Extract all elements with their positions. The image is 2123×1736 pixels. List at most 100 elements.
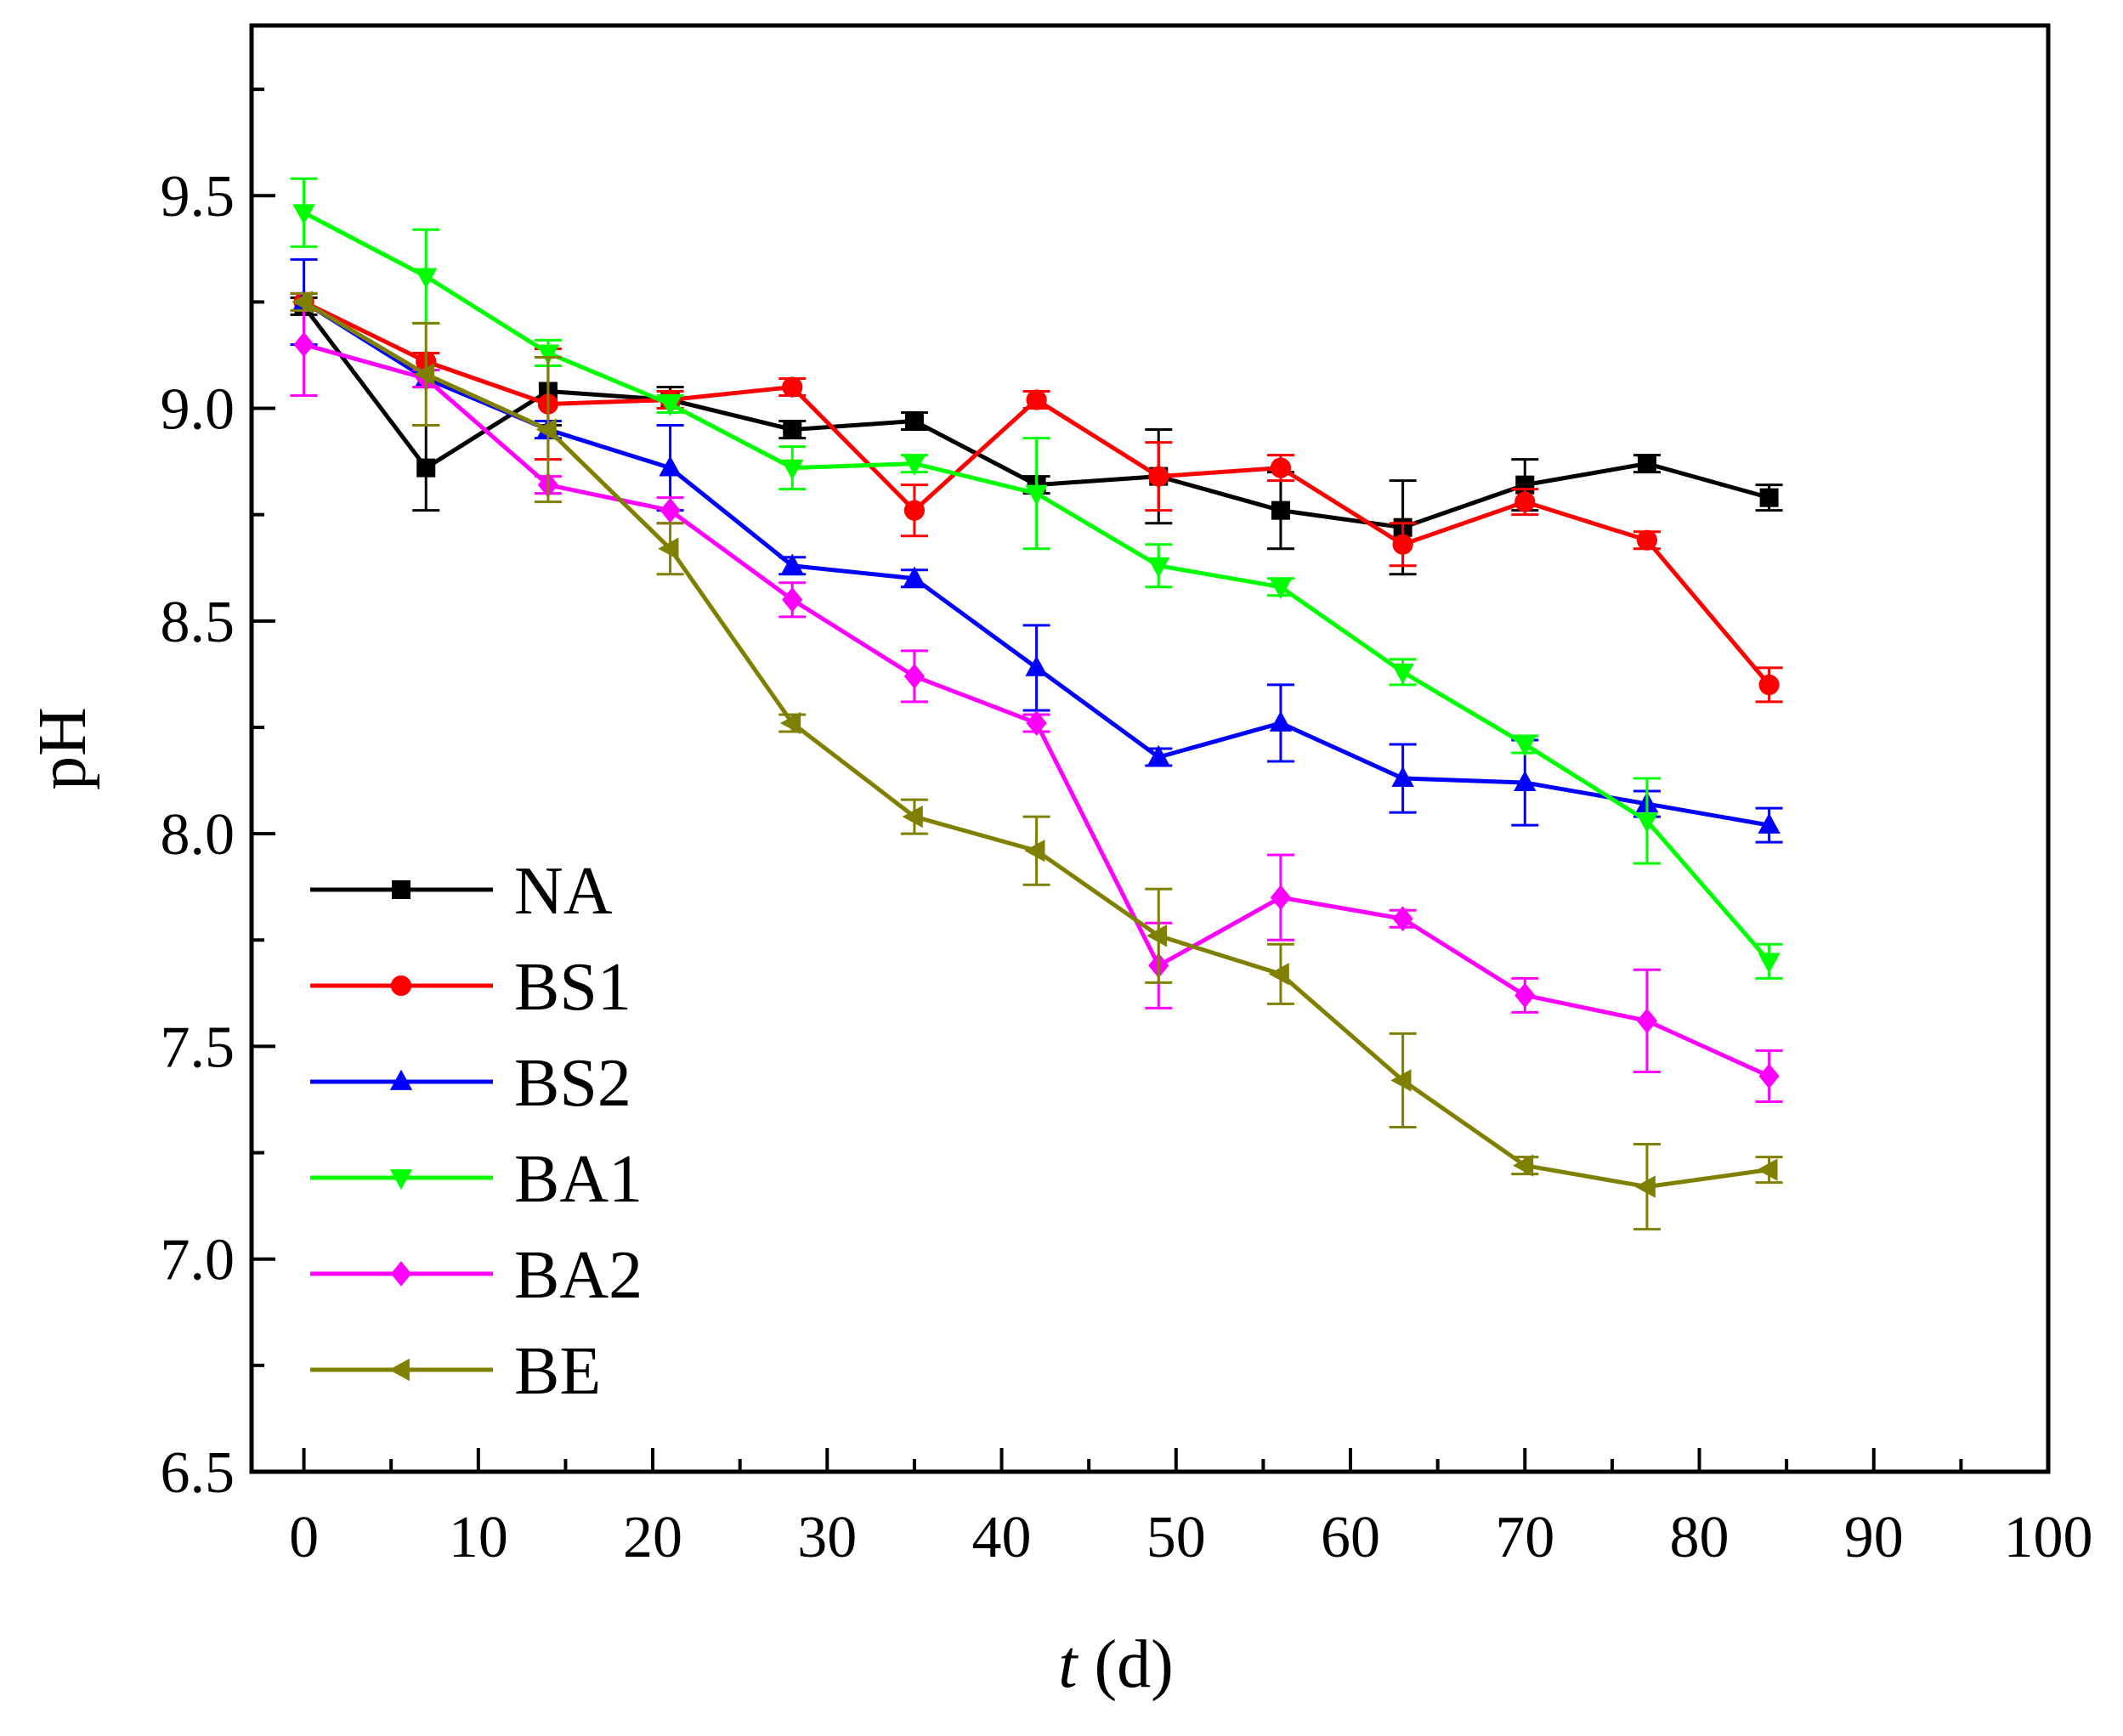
legend-label: BA2	[514, 1238, 643, 1313]
legend-item-ba2: BA2	[310, 1238, 643, 1313]
data-point	[1514, 491, 1536, 512]
data-point	[783, 420, 802, 439]
data-point	[1392, 534, 1413, 555]
data-point	[782, 586, 803, 613]
data-point	[535, 418, 557, 441]
legend-label: BE	[514, 1334, 601, 1409]
data-point	[1634, 1175, 1656, 1198]
data-point	[416, 458, 436, 478]
data-point	[292, 291, 313, 314]
legend-marker	[388, 1358, 410, 1382]
data-point	[782, 376, 803, 398]
data-point	[1026, 389, 1047, 410]
x-axis-title: t (d)	[1058, 1627, 1174, 1702]
data-point	[903, 664, 926, 689]
data-point	[536, 344, 560, 365]
data-point	[1270, 885, 1292, 911]
data-point	[1024, 839, 1045, 862]
data-point	[903, 455, 926, 476]
series-be	[290, 291, 1783, 1231]
x-axis-title-unit: (d)	[1077, 1627, 1173, 1702]
data-point	[903, 566, 926, 587]
x-tick-label: 70	[1495, 1505, 1554, 1570]
legend-item-be: BE	[310, 1334, 601, 1409]
data-point	[1512, 1154, 1534, 1177]
x-tick-label: 50	[1146, 1505, 1206, 1570]
x-tick-label: 60	[1321, 1505, 1380, 1570]
data-point	[1758, 674, 1780, 696]
data-point	[1146, 925, 1168, 947]
x-tick-label: 90	[1844, 1505, 1904, 1570]
series-bs2	[290, 257, 1783, 844]
x-tick-label: 0	[289, 1505, 319, 1570]
legend-label: BS1	[514, 950, 631, 1025]
data-point	[1148, 466, 1169, 487]
x-tick-label: 20	[623, 1505, 682, 1570]
data-point	[1758, 812, 1780, 834]
data-point	[1636, 529, 1658, 551]
data-point	[1147, 557, 1170, 579]
data-point	[1271, 500, 1290, 520]
data-point	[1025, 484, 1048, 506]
data-point	[1759, 488, 1779, 507]
legend-marker	[390, 975, 412, 997]
data-point	[1637, 454, 1656, 473]
x-tick-label: 30	[797, 1505, 857, 1570]
data-point	[660, 497, 681, 523]
legend-item-bs2: BS2	[310, 1046, 631, 1121]
y-tick-label: 7.0	[161, 1228, 235, 1293]
y-tick-label: 8.0	[161, 802, 235, 868]
legend-marker	[389, 1069, 413, 1090]
x-tick-label: 10	[449, 1505, 508, 1570]
legend-item-bs1: BS1	[310, 950, 631, 1025]
data-point	[1391, 766, 1414, 787]
x-tick-label: 40	[972, 1505, 1032, 1570]
legend: NA BS1 BS2 BA1 BA2 BE	[310, 854, 643, 1409]
legend-label: NA	[514, 854, 613, 929]
x-tick-label: 80	[1670, 1505, 1730, 1570]
data-point	[904, 411, 924, 431]
data-point	[779, 711, 801, 735]
data-point	[1026, 710, 1047, 736]
data-point	[1268, 963, 1289, 986]
data-point	[902, 805, 923, 828]
data-point	[1269, 710, 1293, 732]
data-point	[413, 363, 435, 386]
data-point	[292, 204, 315, 225]
legend-marker	[392, 880, 410, 899]
data-point	[1514, 770, 1537, 791]
y-tick-label: 9.0	[161, 377, 235, 443]
legend-label: BA1	[514, 1142, 643, 1217]
data-point	[415, 268, 438, 289]
data-point	[1147, 744, 1170, 766]
y-tick-label: 6.5	[161, 1440, 235, 1506]
axes-layer: 0 10 20 30 40 50 60 70 80 90 100 6.5 7.0 7.5 8.0 8.5 9.0…	[161, 88, 2093, 1570]
series-layer	[290, 177, 1783, 1231]
data-point	[1758, 1063, 1780, 1089]
legend-label: BS2	[514, 1046, 631, 1121]
data-point	[659, 455, 682, 477]
series-ba1	[290, 177, 1783, 980]
data-point	[1025, 655, 1048, 676]
data-point	[1270, 457, 1292, 478]
data-point	[659, 395, 682, 416]
legend-item-na: NA	[310, 854, 613, 929]
series-line	[303, 300, 1770, 828]
data-point	[1514, 736, 1537, 757]
data-point	[1269, 578, 1293, 600]
data-point	[903, 500, 926, 521]
y-tick-label: 8.5	[161, 590, 235, 655]
x-tick-label: 100	[2004, 1505, 2093, 1570]
plot-frame	[249, 23, 2051, 1474]
data-point	[781, 459, 804, 480]
data-point	[1392, 906, 1413, 932]
data-point	[1757, 1158, 1778, 1181]
legend-item-ba1: BA1	[310, 1142, 643, 1217]
legend-marker	[389, 1169, 413, 1190]
y-tick-label: 9.5	[161, 164, 235, 229]
x-axis-title-var: t	[1058, 1627, 1078, 1702]
legend-marker	[390, 1261, 412, 1286]
y-axis-title: pH	[25, 707, 100, 790]
data-point	[1635, 812, 1659, 834]
